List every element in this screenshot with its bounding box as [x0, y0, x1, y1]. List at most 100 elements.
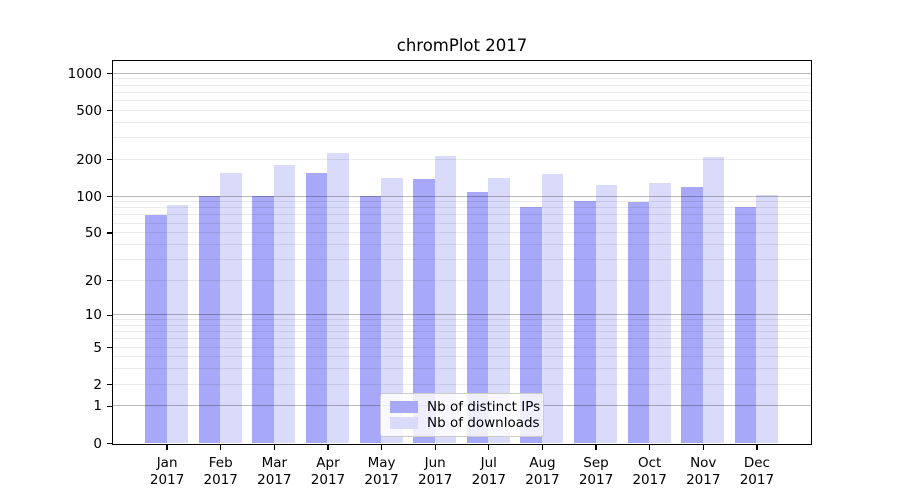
x-tick-year: 2017: [686, 472, 721, 488]
y-tick: [107, 110, 112, 112]
y-tick-label: 5: [93, 339, 102, 356]
gridline-minor: [113, 279, 811, 281]
legend-item-downloads: Nb of downloads: [390, 415, 540, 431]
x-tick-label: Dec 2017: [725, 455, 789, 489]
y-tick-label: 1: [93, 398, 102, 415]
x-tick-year: 2017: [578, 472, 614, 488]
x-tick-month: Apr: [316, 455, 340, 471]
x-tick: [166, 445, 168, 450]
x-tick-label: Aug 2017: [510, 455, 574, 489]
bar-downloads-jan: [166, 204, 189, 443]
x-tick-year: 2017: [149, 472, 185, 488]
gridline-minor: [113, 232, 811, 234]
y-tick: [107, 384, 112, 386]
bar-downloads-mar: [273, 164, 296, 443]
x-tick-year: 2017: [471, 472, 506, 488]
gridline-minor: [113, 324, 811, 326]
y-tick: [107, 232, 112, 234]
gridline-minor: [113, 84, 811, 86]
bar-distinct-ips-jul: [466, 192, 489, 443]
y-tick: [107, 279, 112, 282]
gridline-major: [113, 314, 811, 316]
bar-downloads-sep: [595, 185, 618, 443]
x-tick-label: May 2017: [350, 455, 414, 489]
gridline-minor: [113, 383, 811, 385]
x-tick-month: Jul: [480, 455, 497, 471]
gridline-major: [113, 72, 811, 74]
chart-title: chromPlot 2017: [396, 36, 528, 55]
legend: Nb of distinct IPs Nb of downloads: [380, 393, 544, 437]
bar-downloads-apr: [327, 152, 349, 443]
x-tick: [756, 445, 758, 450]
bar-downloads-dec: [756, 194, 778, 443]
x-tick: [380, 445, 383, 450]
x-tick: [327, 445, 329, 450]
gridline-minor: [113, 137, 811, 139]
bar-downloads-oct: [649, 182, 671, 443]
y-tick: [107, 405, 112, 408]
bar-distinct-ips-nov: [681, 186, 703, 443]
x-tick-month: May: [367, 455, 396, 471]
bar-distinct-ips-oct: [627, 201, 650, 443]
legend-swatch-distinct-ips: [390, 401, 418, 413]
gridline-minor: [113, 338, 811, 340]
bar-downloads-nov: [702, 157, 725, 443]
x-tick: [434, 445, 436, 450]
x-tick-month: Dec: [743, 455, 770, 471]
x-tick: [702, 445, 704, 450]
x-tick-label: Jan 2017: [135, 455, 199, 489]
x-tick-month: Sep: [583, 455, 609, 471]
x-tick: [273, 445, 275, 450]
y-tick-label: 0: [93, 435, 102, 452]
x-tick-year: 2017: [203, 472, 238, 488]
x-tick: [220, 445, 222, 450]
y-tick: [107, 346, 112, 349]
gridline-minor: [113, 356, 811, 358]
x-tick-month: Feb: [208, 455, 233, 471]
bar-distinct-ips-aug: [520, 206, 542, 443]
legend-label-distinct-ips: Nb of distinct IPs: [427, 399, 541, 415]
x-tick: [541, 445, 544, 450]
y-tick-label: 20: [84, 272, 102, 289]
x-tick-label: Sep 2017: [564, 455, 628, 489]
y-tick: [107, 442, 112, 445]
x-tick-label: Jul 2017: [457, 455, 521, 489]
x-tick-year: 2017: [310, 472, 346, 488]
y-tick-label: 50: [84, 225, 102, 242]
bar-distinct-ips-dec: [734, 206, 757, 443]
bar-downloads-may: [381, 178, 403, 443]
bar-distinct-ips-jun: [413, 178, 435, 443]
bar-downloads-feb: [220, 173, 242, 443]
y-tick: [107, 73, 112, 75]
y-tick: [107, 314, 112, 316]
y-tick-label: 2: [93, 376, 102, 393]
x-tick-year: 2017: [364, 472, 399, 488]
gridline-minor: [113, 201, 811, 203]
gridline-minor: [113, 214, 811, 216]
gridline-minor: [113, 331, 811, 333]
x-tick-label: Feb 2017: [189, 455, 253, 489]
x-tick-month: Aug: [529, 455, 556, 471]
x-tick-month: Oct: [637, 455, 662, 471]
x-tick-month: Jan: [156, 455, 178, 471]
legend-swatch-downloads: [390, 417, 418, 429]
x-tick: [488, 445, 490, 450]
bar-downloads-aug: [541, 173, 564, 443]
gridline-minor: [113, 78, 811, 80]
bar-distinct-ips-jan: [145, 214, 167, 443]
bar-distinct-ips-may: [359, 196, 382, 443]
gridline-minor: [113, 91, 811, 93]
gridline-minor: [113, 319, 811, 321]
gridline-minor: [113, 109, 811, 111]
x-tick: [595, 445, 597, 450]
y-tick-label: 100: [76, 188, 102, 205]
bar-distinct-ips-apr: [305, 173, 328, 443]
gridline-minor: [113, 207, 811, 209]
x-tick-month: Jun: [424, 455, 446, 471]
bar-distinct-ips-sep: [574, 201, 596, 443]
legend-label-downloads: Nb of downloads: [427, 415, 540, 431]
x-tick-label: Oct 2017: [618, 455, 682, 489]
gridline-minor: [113, 346, 811, 348]
x-tick-year: 2017: [525, 472, 560, 488]
